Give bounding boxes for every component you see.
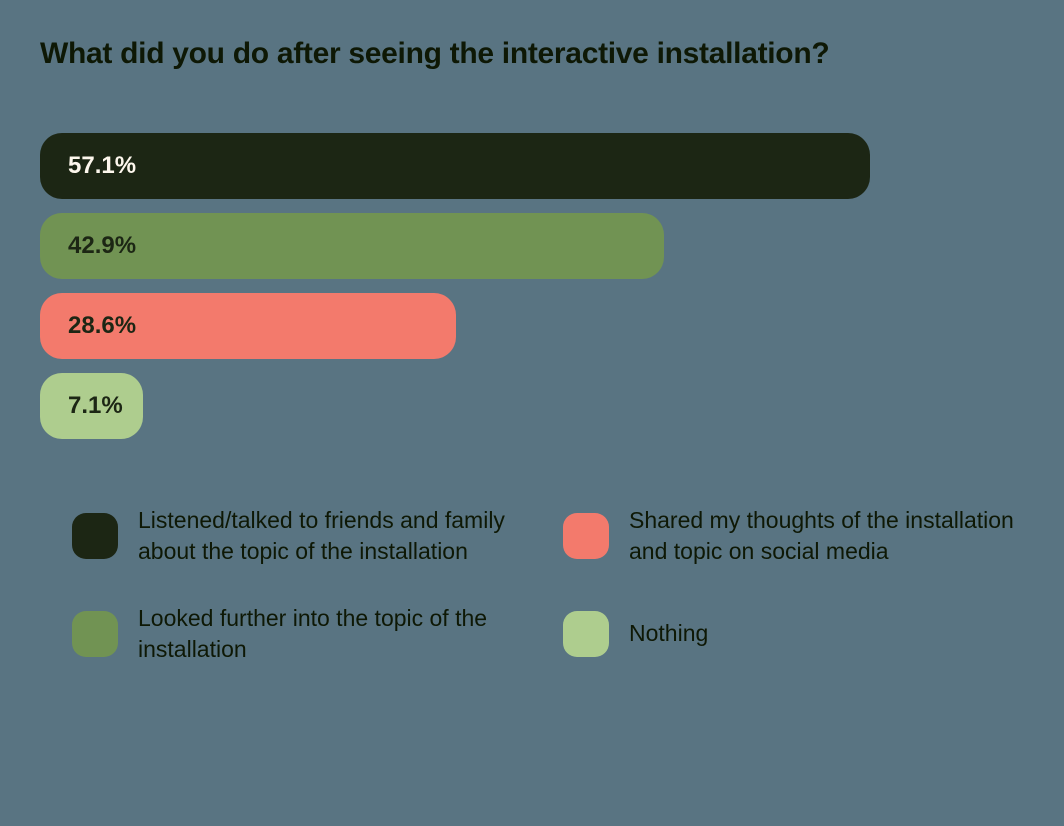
bar-0: 57.1% xyxy=(40,133,870,199)
legend-item-3: Nothing xyxy=(563,603,1014,665)
legend-label-3: Nothing xyxy=(629,618,708,649)
legend-item-1: Shared my thoughts of the installation a… xyxy=(563,505,1014,567)
legend-label-0: Listened/talked to friends and family ab… xyxy=(138,505,523,567)
legend: Listened/talked to friends and family ab… xyxy=(40,505,1024,665)
legend-swatch-0 xyxy=(72,513,118,559)
bar-group: 57.1% 42.9% 28.6% 7.1% xyxy=(40,133,1024,439)
bar-1: 42.9% xyxy=(40,213,664,279)
legend-swatch-3 xyxy=(563,611,609,657)
bar-0-label: 57.1% xyxy=(68,152,136,180)
bar-2: 28.6% xyxy=(40,293,456,359)
bar-3-label: 7.1% xyxy=(68,392,123,420)
bar-1-label: 42.9% xyxy=(68,232,136,260)
legend-item-2: Looked further into the topic of the ins… xyxy=(72,603,523,665)
legend-item-0: Listened/talked to friends and family ab… xyxy=(72,505,523,567)
bar-2-label: 28.6% xyxy=(68,312,136,340)
legend-swatch-2 xyxy=(72,611,118,657)
chart-title: What did you do after seeing the interac… xyxy=(40,34,1024,75)
bar-3: 7.1% xyxy=(40,373,143,439)
chart-container: What did you do after seeing the interac… xyxy=(0,0,1064,665)
legend-swatch-1 xyxy=(563,513,609,559)
legend-label-1: Shared my thoughts of the installation a… xyxy=(629,505,1014,567)
legend-label-2: Looked further into the topic of the ins… xyxy=(138,603,523,665)
